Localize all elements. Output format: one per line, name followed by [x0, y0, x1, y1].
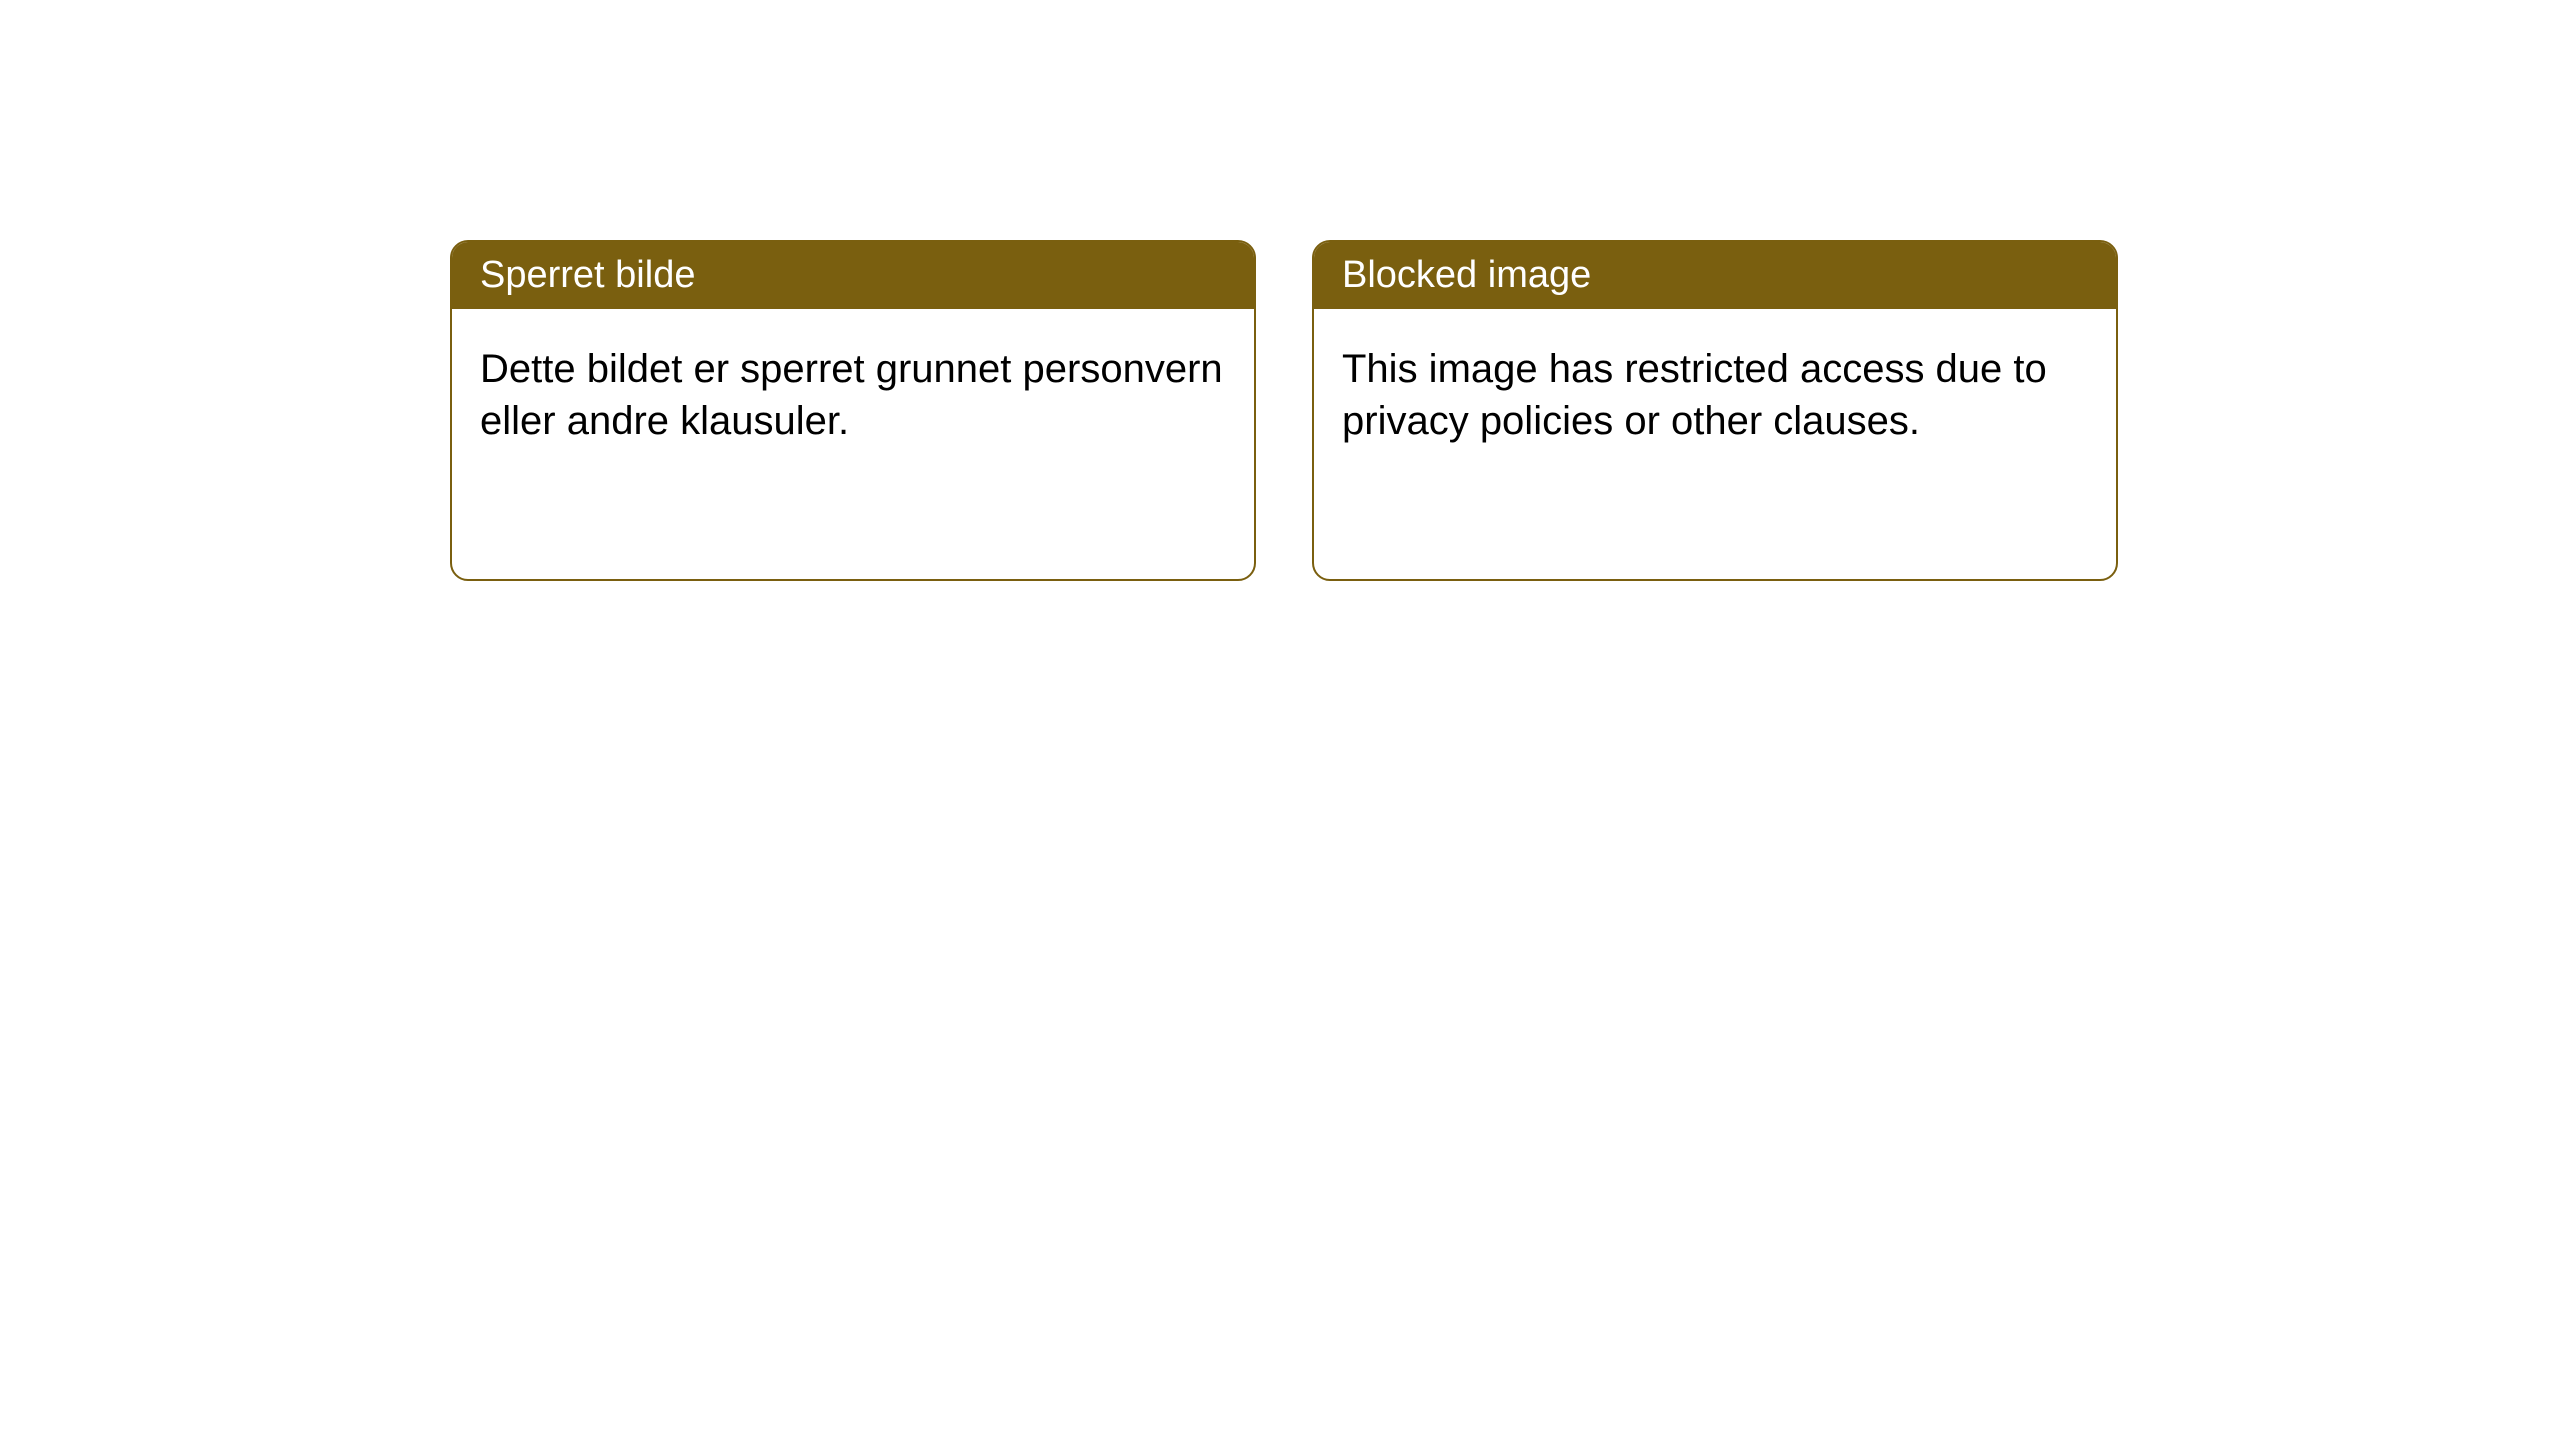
notice-container: Sperret bilde Dette bildet er sperret gr… — [0, 0, 2560, 581]
notice-header: Sperret bilde — [452, 242, 1254, 309]
notice-card-english: Blocked image This image has restricted … — [1312, 240, 2118, 581]
notice-header: Blocked image — [1314, 242, 2116, 309]
notice-body: Dette bildet er sperret grunnet personve… — [452, 309, 1254, 579]
notice-card-norwegian: Sperret bilde Dette bildet er sperret gr… — [450, 240, 1256, 581]
notice-body: This image has restricted access due to … — [1314, 309, 2116, 579]
